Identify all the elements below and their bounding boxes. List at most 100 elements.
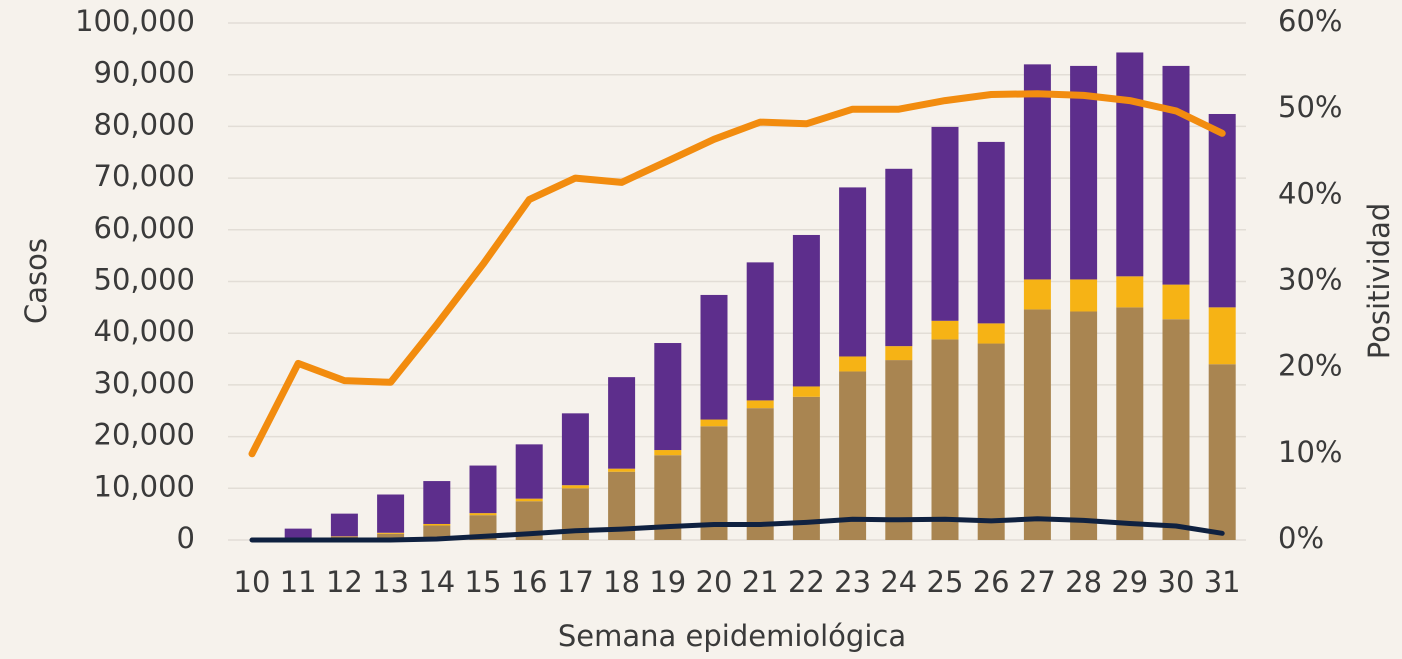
bar-segment-1 [654,450,682,456]
bar-segment-1 [885,346,913,361]
lines [248,90,1226,543]
y2-tick-label: 30% [1278,263,1342,297]
bar-segment-1 [377,532,405,534]
bar-segment-0 [377,533,405,540]
bar-segment-1 [746,400,774,409]
bar-segment-1 [608,468,636,472]
x-tick-label: 13 [372,565,409,599]
x-axis-title: Semana epidemiológica [558,619,906,653]
bar-segment-2 [700,294,728,420]
bar-segment-2 [1208,113,1236,308]
y2-tick-label: 50% [1278,90,1342,124]
y2-axis-ticks: 0% 10% 20% 30% 40% 50% 60% [1278,4,1342,555]
bar-segment-0 [839,371,867,540]
bar-segment-2 [1023,64,1051,280]
bar-segment-2 [608,377,636,469]
bar-segment-2 [423,481,451,524]
x-tick-label: 26 [973,565,1010,599]
y-axis-title: Casos [19,238,53,324]
x-tick-label: 30 [1158,565,1195,599]
y-axis-ticks: 0 10,000 20,000 30,000 40,000 50,000 60,000 70,… [75,4,195,555]
bar-segment-1 [1023,279,1051,310]
y-tick-label: 100,000 [75,4,195,38]
x-tick-label: 14 [418,565,455,599]
x-tick-label: 12 [326,565,363,599]
bar-segment-2 [377,494,405,533]
bar-segment-2 [792,234,820,387]
bar-segment-1 [515,498,543,502]
bar-segment-2 [977,141,1005,324]
bar-segment-0 [792,396,820,540]
x-tick-label: 31 [1204,565,1241,599]
bar-segment-1 [977,323,1005,344]
bar-segment-0 [1023,309,1051,540]
y-tick-label: 20,000 [94,418,195,452]
bar-segment-2 [885,168,913,347]
x-tick-label: 27 [1019,565,1056,599]
bar-segment-1 [330,536,358,537]
x-tick-label: 28 [1065,565,1102,599]
bar-segment-1 [1116,276,1144,308]
y-tick-label: 10,000 [94,469,195,503]
bar-segment-0 [746,408,774,540]
positivity-line [248,90,1226,458]
bar-segment-2 [284,528,312,539]
bar-segment-2 [746,262,774,401]
bar-segment-0 [977,343,1005,540]
y2-tick-label: 60% [1278,4,1342,38]
bar-segment-2 [931,126,959,321]
bar-segment-0 [931,339,959,540]
bar-segment-0 [1116,307,1144,540]
x-tick-label: 17 [557,565,594,599]
x-tick-label: 18 [603,565,640,599]
x-tick-label: 11 [280,565,317,599]
y2-axis-title: Positividad [1362,203,1396,360]
x-tick-label: 16 [511,565,548,599]
x-tick-label: 22 [788,565,825,599]
dark-line [249,516,1225,543]
y-tick-label: 60,000 [94,211,195,245]
x-tick-label: 29 [1111,565,1148,599]
y-tick-label: 90,000 [94,56,195,90]
bar-segment-2 [1162,65,1190,285]
bar-segment-0 [885,360,913,540]
x-tick-label: 23 [834,565,871,599]
y-tick-label: 50,000 [94,263,195,297]
bar-segment-1 [1070,279,1098,312]
bars [284,52,1236,540]
bar-segment-2 [839,187,867,357]
x-tick-label: 21 [742,565,779,599]
y2-tick-label: 0% [1278,521,1324,555]
bar-segment-0 [1208,364,1236,540]
bar-segment-1 [423,523,451,526]
bar-segment-1 [931,320,959,340]
y2-tick-label: 10% [1278,435,1342,469]
y2-tick-label: 20% [1278,349,1342,383]
bar-segment-2 [1116,52,1144,277]
bar-segment-1 [792,386,820,397]
bar-segment-1 [700,419,728,427]
bar-segment-0 [700,426,728,540]
x-tick-label: 20 [696,565,733,599]
bar-segment-2 [515,444,543,499]
bar-segment-1 [469,513,497,516]
bar-segment-2 [1070,65,1098,280]
x-tick-label: 25 [927,565,964,599]
x-tick-label: 15 [465,565,502,599]
bar-segment-2 [654,343,682,451]
y-tick-label: 0 [177,521,195,555]
bar-segment-2 [561,413,589,486]
bar-segment-2 [330,513,358,537]
x-tick-label: 10 [234,565,271,599]
y-tick-label: 80,000 [94,107,195,141]
x-tick-label: 19 [649,565,686,599]
bar-segment-2 [469,465,497,514]
y-tick-label: 40,000 [94,314,195,348]
bar-segment-1 [1208,307,1236,365]
y2-tick-label: 40% [1278,176,1342,210]
bar-segment-0 [1162,319,1190,540]
x-tick-label: 24 [880,565,917,599]
y-tick-label: 70,000 [94,159,195,193]
bar-segment-1 [839,356,867,372]
